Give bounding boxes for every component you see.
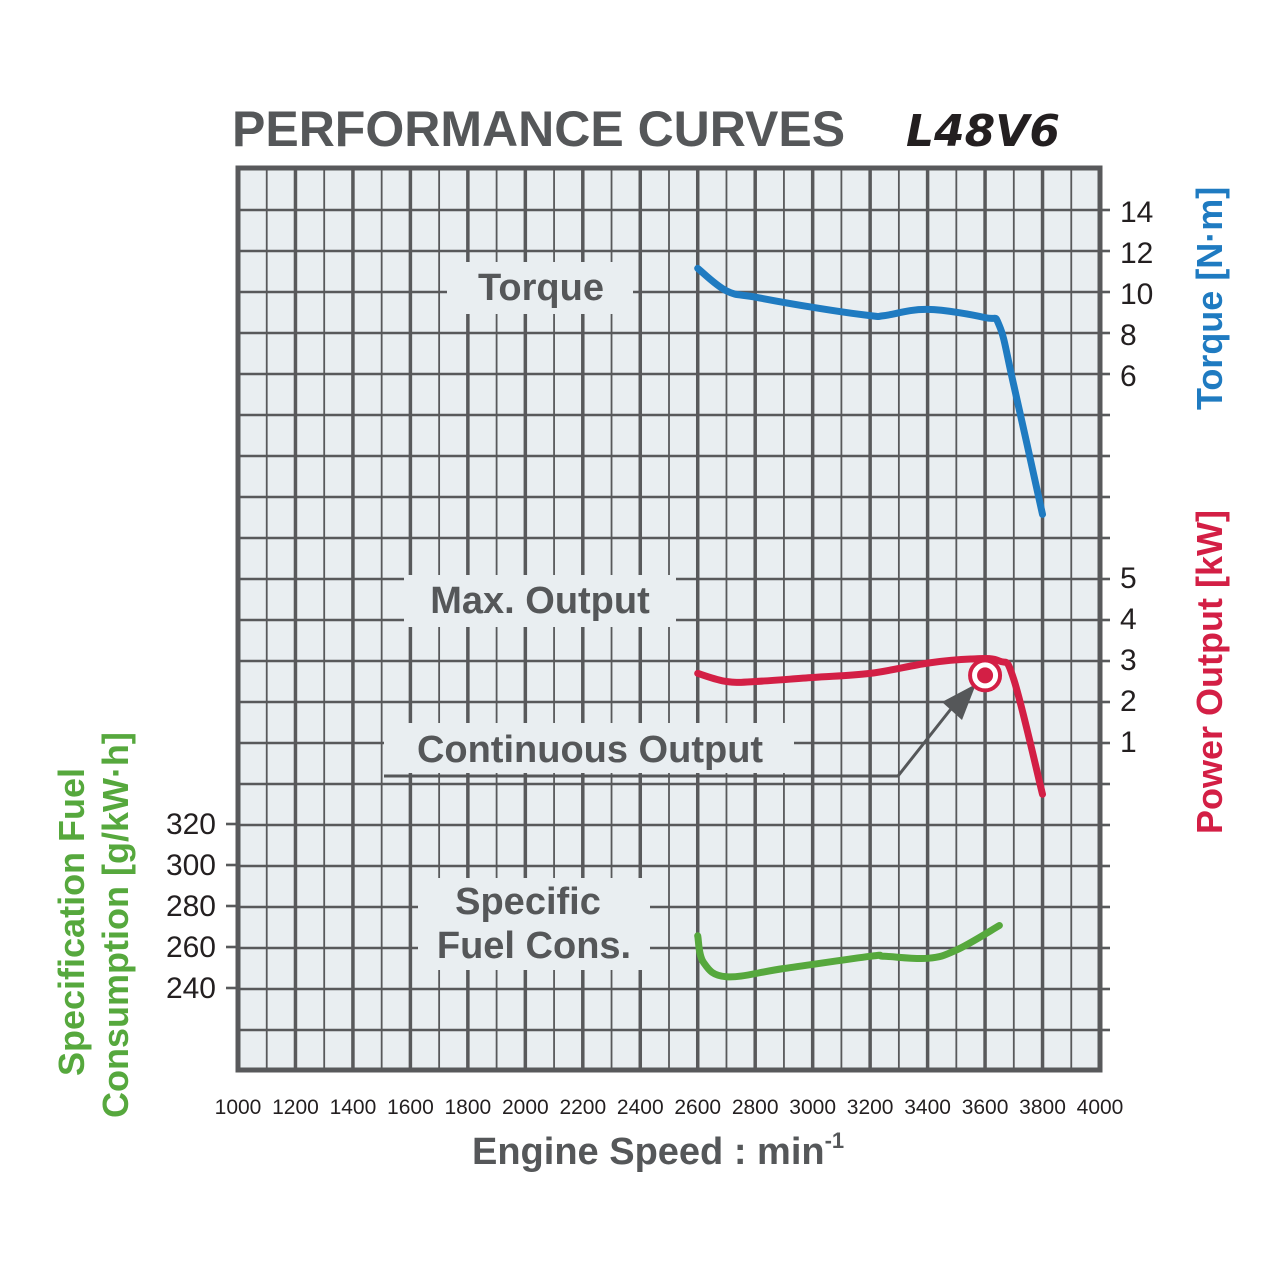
- x-tick-label: 4000: [1077, 1096, 1124, 1119]
- chart-title: PERFORMANCE CURVES: [232, 101, 845, 157]
- torque-tick-label: 12: [1120, 237, 1153, 270]
- x-tick-label: 2800: [732, 1096, 779, 1119]
- torque-series-line: [694, 264, 1046, 518]
- fuel-tick-label: 320: [166, 808, 216, 841]
- power-tick-label: 4: [1120, 603, 1137, 636]
- x-tick-label: 3200: [847, 1096, 894, 1119]
- power-tick-label: 2: [1120, 685, 1137, 718]
- fuel-consumption-series-line: [694, 922, 1003, 981]
- fuel-tick-label: 260: [166, 931, 216, 964]
- x-tick-label: 3000: [789, 1096, 836, 1119]
- x-axis-label-text: Engine Speed : min: [472, 1131, 825, 1173]
- max-output-series-line: [694, 655, 1046, 798]
- torque-tick-label: 10: [1120, 278, 1153, 311]
- x-axis-label: Engine Speed : min-1: [472, 1128, 844, 1173]
- x-tick-label: 1600: [387, 1096, 434, 1119]
- x-tick-label: 2400: [617, 1096, 664, 1119]
- torque-label-bg: [447, 262, 633, 314]
- continuous-output-point: [968, 658, 1003, 693]
- x-tick-label: 3600: [962, 1096, 1009, 1119]
- model-name: L48V6: [906, 106, 1060, 157]
- torque-axis-ticks: 14 12 10 8 6: [1120, 196, 1153, 393]
- max-output-label-bg: [404, 575, 676, 627]
- fuel-tick-label: 300: [166, 849, 216, 882]
- fuel-axis-title-line2: Consumption [g/kW·h]: [95, 732, 136, 1118]
- torque-axis-title: Torque [N·m]: [1189, 187, 1230, 410]
- fuel-tick-label: 240: [166, 972, 216, 1005]
- fuel-label-bg: [418, 878, 650, 970]
- power-axis-title: Power Output [kW]: [1189, 510, 1230, 834]
- fuel-axis-ticks: 320 300 280 260 240: [166, 808, 216, 1005]
- power-axis-ticks: 5 4 3 2 1: [1120, 562, 1137, 759]
- continuous-output-leader-line: [384, 699, 960, 778]
- fuel-label-line1: Specific: [455, 881, 601, 923]
- x-axis-ticks: 1000 1200 1400 1600 1800 2000 2200 2400 2600 2800…: [215, 1096, 1124, 1119]
- power-tick-label: 5: [1120, 562, 1137, 595]
- fuel-label-line2: Fuel Cons.: [437, 925, 631, 967]
- torque-tick-label: 14: [1120, 196, 1153, 229]
- continuous-output-label: Continuous Output: [417, 729, 763, 771]
- x-tick-label: 1000: [215, 1096, 262, 1119]
- max-output-label: Max. Output: [430, 580, 650, 622]
- x-tick-label: 1400: [330, 1096, 377, 1119]
- torque-tick-label: 8: [1120, 319, 1137, 352]
- continuous-output-label-bg: [384, 723, 794, 773]
- fuel-axis-title-line1: Specification Fuel: [51, 768, 92, 1076]
- continuous-output-label-group: Continuous Output: [384, 723, 794, 773]
- x-tick-label: 1200: [272, 1096, 319, 1119]
- fuel-label-group: Specific Fuel Cons.: [418, 878, 650, 970]
- fuel-tick-label: 280: [166, 890, 216, 923]
- x-tick-label: 2000: [502, 1096, 549, 1119]
- power-tick-label: 1: [1120, 726, 1137, 759]
- continuous-output-dot: [977, 667, 994, 684]
- power-tick-label: 3: [1120, 644, 1137, 677]
- torque-curve-label: Torque: [478, 267, 604, 309]
- x-axis-label-superscript: -1: [825, 1128, 845, 1153]
- x-tick-label: 3800: [1019, 1096, 1066, 1119]
- x-tick-label: 2600: [674, 1096, 721, 1119]
- plot-frame: [235, 165, 1103, 1073]
- x-tick-label: 3400: [904, 1096, 951, 1119]
- torque-tick-label: 6: [1120, 360, 1137, 393]
- x-tick-label: 2200: [559, 1096, 606, 1119]
- x-tick-label: 1800: [445, 1096, 492, 1119]
- torque-curve-label-group: Torque: [447, 262, 633, 314]
- max-output-label-group: Max. Output: [404, 575, 676, 627]
- continuous-output-arrowhead: [942, 684, 976, 720]
